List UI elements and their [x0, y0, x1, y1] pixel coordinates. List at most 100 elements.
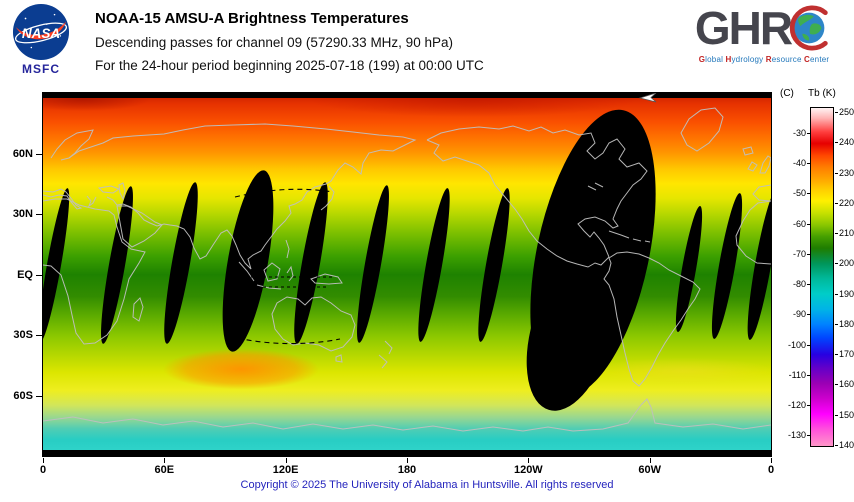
ghrc-tagline: Global Hydrology Resource Center — [676, 55, 852, 64]
lon-tick-label: 0 — [767, 464, 775, 476]
colorbar-celsius-label: -80 — [792, 279, 806, 290]
colorbar-tickmark — [835, 323, 838, 325]
colorbar-kelvin-label: 200 — [839, 258, 854, 269]
data-gap-swath — [222, 170, 274, 352]
cursor-arrow-icon — [638, 93, 657, 103]
lat-tickmark — [36, 335, 42, 336]
data-gap-swath — [675, 205, 703, 333]
colorbar-tickmark — [835, 202, 838, 204]
colorbar-tickmark — [807, 405, 810, 407]
msfc-label: MSFC — [22, 62, 60, 76]
scan-artifact-line — [234, 188, 334, 198]
lon-tick-label: 0 — [39, 464, 47, 476]
coastline-path — [759, 155, 771, 174]
lat-tickmark — [36, 274, 42, 276]
coastline-path — [747, 161, 758, 172]
lon-tick-label: 60E — [154, 464, 175, 476]
data-gap-swath — [101, 186, 133, 344]
nasa-wordmark: NASA — [22, 26, 60, 41]
colorbar-tickmark — [807, 193, 810, 195]
polar-no-data-strip-south — [43, 450, 771, 456]
colorbar-kelvin-label: 140 — [839, 440, 854, 450]
data-gap-swath — [478, 188, 510, 342]
lat-tickmark — [36, 214, 42, 215]
colorbar-celsius-label: -100 — [787, 339, 806, 350]
ghrc-logo: GHR Global Hydrology Resource Center — [676, 2, 852, 64]
lon-tick-label: 120W — [513, 464, 543, 476]
brightness-temperature-map — [42, 92, 772, 457]
coastline-path — [752, 184, 771, 202]
scan-artifacts — [228, 188, 341, 345]
coastline-path — [132, 297, 144, 322]
data-gap-swath — [747, 190, 771, 340]
colorbar-tickmark — [835, 142, 838, 144]
coastline-path — [285, 239, 290, 259]
data-gap-swath — [587, 111, 647, 179]
coastline-path — [238, 261, 255, 282]
lon-tickmark — [771, 458, 772, 463]
colorbar-tickmark — [807, 435, 810, 437]
data-gap-swaths — [43, 109, 771, 411]
ghrc-logo-letters: GHR — [694, 2, 793, 54]
colorbar-tickmark — [835, 233, 838, 235]
ghrc-tagline-word: Center — [804, 55, 830, 64]
coastline-path — [587, 182, 604, 191]
coastline-path — [97, 185, 121, 194]
lon-tickmark — [407, 458, 408, 463]
lat-tick-label: 60S — [13, 389, 33, 402]
nasa-logo: NASA — [12, 3, 70, 61]
globe-c-icon — [789, 5, 828, 51]
colorbar-celsius-label: -110 — [788, 369, 806, 380]
colorbar-kelvin-label: 210 — [839, 228, 854, 239]
page-title: NOAA-15 AMSU-A Brightness Temperatures — [95, 10, 409, 27]
data-gap-swath — [164, 182, 198, 344]
colorbar-kelvin-label: 160 — [839, 379, 854, 390]
colorbar-tickmark — [835, 293, 838, 295]
lat-tick-label: 60N — [12, 147, 33, 160]
lon-tick-label: 180 — [397, 464, 417, 476]
coastline-path — [378, 340, 393, 369]
longitude-axis: 0 60E 120E 180 120W 60W 0 — [39, 458, 775, 476]
colorbar-kelvin-label: 150 — [839, 409, 854, 420]
coastline-path — [43, 198, 146, 345]
colorbar-gradient — [810, 107, 834, 447]
colorbar-tickmark — [807, 132, 810, 134]
coastlines — [43, 107, 771, 432]
colorbar-celsius-label: -90 — [792, 309, 806, 320]
colorbar-tickmark — [835, 384, 838, 386]
coastline-path — [742, 146, 754, 156]
polar-no-data-strip-north — [43, 93, 771, 98]
nasa-orbit-ring — [14, 22, 68, 44]
colorbar-kelvin-label: 170 — [839, 349, 854, 360]
colorbar-tickmark — [835, 414, 838, 416]
data-gap-swath — [526, 255, 616, 411]
footer: Copyright © 2025 The University of Alaba… — [0, 479, 854, 491]
lon-tickmark — [528, 458, 530, 463]
coastline-path — [426, 125, 648, 258]
lat-tick-label: EQ — [17, 268, 33, 281]
lon-tickmark — [649, 458, 651, 463]
latitude-axis: 60N 30N EQ 30S 60S — [0, 92, 42, 457]
coastline-path — [320, 185, 335, 211]
lon-tick-label: 60W — [638, 464, 661, 476]
subtitle-period: For the 24-hour period beginning 2025-07… — [95, 58, 484, 73]
lon-tickmark — [43, 458, 44, 463]
colorbar-tickmark — [807, 344, 810, 346]
colorbar-tickmark — [807, 314, 810, 316]
data-gap-swath — [711, 193, 743, 339]
colorbar-tickmark — [835, 445, 838, 446]
copyright-text: Copyright © 2025 The University of Alaba… — [240, 479, 614, 491]
coastline-path — [43, 188, 83, 210]
colorbar-kelvin-label: 180 — [839, 318, 854, 329]
colorbar-celsius-label: -50 — [792, 188, 806, 199]
lat-tick-label: 30N — [12, 208, 33, 220]
colorbar-celsius-label: -70 — [792, 248, 806, 259]
coastline-path — [603, 251, 701, 387]
colorbar-celsius-label: -40 — [792, 158, 806, 168]
coastline-path — [118, 182, 126, 201]
data-gap-swath — [357, 185, 389, 343]
lon-tickmark — [164, 458, 166, 463]
colorbar-tickmark — [835, 354, 838, 356]
colorbar-celsius-label: -120 — [787, 400, 806, 411]
